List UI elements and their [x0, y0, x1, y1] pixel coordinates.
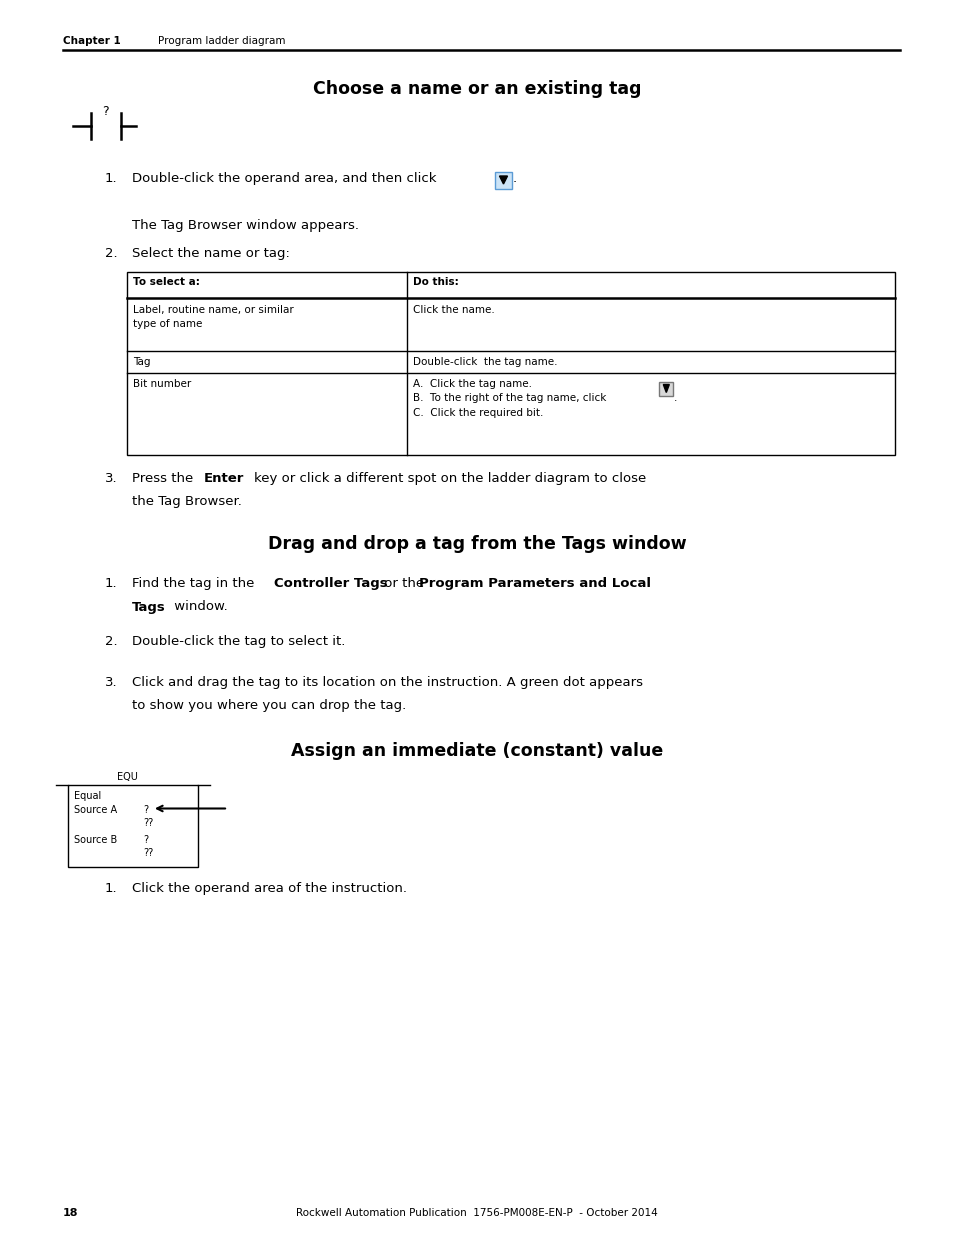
Text: key or click a different spot on the ladder diagram to close: key or click a different spot on the lad… — [253, 472, 645, 485]
Text: ?: ? — [143, 835, 148, 845]
Text: Press the: Press the — [132, 472, 197, 485]
Text: Tags: Tags — [132, 600, 166, 614]
Text: Click the operand area of the instruction.: Click the operand area of the instructio… — [132, 882, 407, 895]
Bar — [68, 785, 198, 867]
Text: Select the name or tag:: Select the name or tag: — [132, 247, 290, 261]
Text: Double-click the operand area, and then click: Double-click the operand area, and then … — [132, 172, 436, 185]
Text: C.  Click the required bit.: C. Click the required bit. — [413, 408, 543, 417]
Text: Bit number: Bit number — [132, 378, 191, 389]
Text: EQU: EQU — [117, 772, 138, 782]
Text: To select a:: To select a: — [132, 277, 200, 287]
Text: window.: window. — [170, 600, 228, 614]
Text: Enter: Enter — [204, 472, 244, 485]
Text: Do this:: Do this: — [413, 277, 458, 287]
Bar — [127, 272, 894, 454]
Text: The Tag Browser window appears.: The Tag Browser window appears. — [132, 219, 358, 232]
Text: 2.: 2. — [105, 635, 117, 648]
Text: ?: ? — [143, 805, 148, 815]
Text: .: . — [513, 172, 517, 185]
Text: Source B: Source B — [74, 835, 117, 845]
Text: 18: 18 — [63, 1208, 78, 1218]
Text: 1.: 1. — [105, 882, 117, 895]
Text: Double-click  the tag name.: Double-click the tag name. — [413, 357, 558, 367]
Text: Label, routine name, or similar: Label, routine name, or similar — [132, 305, 294, 315]
Text: .: . — [674, 393, 677, 403]
Text: B.  To the right of the tag name, click: B. To the right of the tag name, click — [413, 393, 606, 403]
Text: type of name: type of name — [132, 319, 202, 329]
Text: 2.: 2. — [105, 247, 117, 261]
Text: Double-click the tag to select it.: Double-click the tag to select it. — [132, 635, 345, 648]
Text: ??: ?? — [143, 818, 153, 827]
Text: Program ladder diagram: Program ladder diagram — [158, 36, 285, 46]
Polygon shape — [662, 384, 669, 393]
Text: or the: or the — [379, 577, 428, 590]
Text: to show you where you can drop the tag.: to show you where you can drop the tag. — [132, 699, 406, 713]
Text: Drag and drop a tag from the Tags window: Drag and drop a tag from the Tags window — [268, 535, 685, 553]
Text: Program Parameters and Local: Program Parameters and Local — [418, 577, 650, 590]
Text: 3.: 3. — [105, 676, 117, 689]
Text: Click and drag the tag to its location on the instruction. A green dot appears: Click and drag the tag to its location o… — [132, 676, 642, 689]
Text: 3.: 3. — [105, 472, 117, 485]
Text: Equal: Equal — [74, 790, 101, 802]
Text: the Tag Browser.: the Tag Browser. — [132, 495, 242, 509]
Polygon shape — [499, 177, 507, 184]
Text: Chapter 1: Chapter 1 — [63, 36, 121, 46]
Text: 1.: 1. — [105, 172, 117, 185]
Text: Tag: Tag — [132, 357, 151, 367]
Text: Source A: Source A — [74, 805, 117, 815]
Text: Choose a name or an existing tag: Choose a name or an existing tag — [313, 80, 640, 98]
Text: Click the name.: Click the name. — [413, 305, 495, 315]
Text: A.  Click the tag name.: A. Click the tag name. — [413, 378, 532, 389]
Text: ?: ? — [102, 105, 109, 119]
Text: ??: ?? — [143, 848, 153, 858]
Text: Assign an immediate (constant) value: Assign an immediate (constant) value — [291, 742, 662, 760]
Text: Rockwell Automation Publication  1756-PM008E-EN-P  - October 2014: Rockwell Automation Publication 1756-PM0… — [295, 1208, 658, 1218]
FancyBboxPatch shape — [659, 382, 673, 395]
Text: Controller Tags: Controller Tags — [274, 577, 387, 590]
Text: Find the tag in the: Find the tag in the — [132, 577, 258, 590]
FancyBboxPatch shape — [495, 172, 512, 189]
Text: 1.: 1. — [105, 577, 117, 590]
